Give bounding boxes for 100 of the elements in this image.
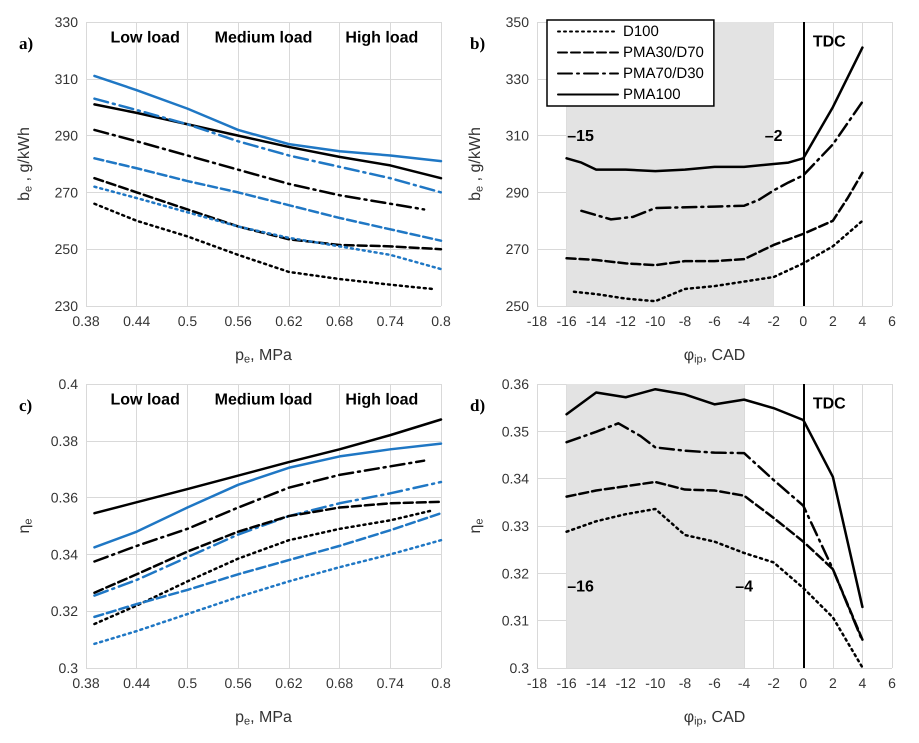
x-tick-label: -6 bbox=[708, 675, 721, 691]
legend-label: PMA70/D30 bbox=[623, 65, 704, 82]
x-tick-label: 2 bbox=[828, 675, 837, 691]
y-tick-label: 0.3 bbox=[510, 660, 530, 676]
annotation: Medium load bbox=[214, 392, 312, 408]
x-tick-label: -12 bbox=[616, 313, 636, 329]
legend-label: D100 bbox=[623, 23, 659, 40]
y-tick-label: 310 bbox=[506, 128, 530, 144]
x-tick-label: 0.44 bbox=[123, 313, 151, 329]
y-axis-title: ηe bbox=[16, 518, 34, 534]
x-tick-label: -8 bbox=[678, 313, 692, 329]
y-tick-label: 250 bbox=[506, 298, 530, 314]
annotation: –15 bbox=[567, 128, 594, 145]
x-tick-label: -18 bbox=[526, 313, 548, 329]
line-series bbox=[93, 74, 442, 162]
line-series bbox=[93, 97, 442, 194]
ref-line-label: TDC bbox=[812, 396, 846, 412]
y-tick-label: 270 bbox=[54, 184, 78, 200]
x-tick-label: 0.56 bbox=[224, 313, 252, 329]
x-tick-label: -16 bbox=[556, 313, 577, 329]
annotation: –4 bbox=[735, 578, 754, 596]
y-tick-label: 0.36 bbox=[502, 376, 530, 392]
x-tick-label: 0 bbox=[799, 313, 808, 329]
y-tick-label: 0.38 bbox=[50, 432, 78, 449]
y-axis-title: be , g/kWh bbox=[467, 127, 486, 201]
y-tick-label: 330 bbox=[506, 70, 530, 87]
x-tick-label: -8 bbox=[678, 675, 692, 691]
x-tick-label: 0.8 bbox=[431, 313, 451, 329]
x-tick-label: 0.38 bbox=[72, 313, 100, 329]
y-tick-label: 0.34 bbox=[502, 470, 530, 487]
x-tick-label: 0.44 bbox=[123, 675, 151, 691]
x-tick-label: -12 bbox=[616, 675, 636, 691]
x-tick-label: -4 bbox=[738, 675, 751, 691]
x-tick-label: 0.38 bbox=[72, 675, 100, 691]
line-series bbox=[93, 442, 442, 549]
x-tick-label: -14 bbox=[586, 675, 606, 691]
annotation: –16 bbox=[567, 578, 594, 596]
line-series bbox=[93, 480, 442, 597]
y-tick-label: 0.4 bbox=[58, 376, 78, 392]
x-tick-label: 2 bbox=[828, 313, 837, 329]
y-tick-label: 230 bbox=[54, 298, 78, 314]
x-tick-label: -16 bbox=[556, 675, 577, 691]
x-tick-label: -14 bbox=[586, 313, 606, 329]
x-tick-label: 6 bbox=[888, 313, 896, 329]
y-tick-label: 0.32 bbox=[502, 565, 530, 582]
y-axis-title: ηe bbox=[467, 518, 486, 534]
annotation: Medium load bbox=[214, 30, 312, 46]
x-tick-label: 4 bbox=[858, 675, 867, 691]
y-tick-label: 290 bbox=[54, 128, 78, 144]
y-tick-label: 290 bbox=[506, 184, 530, 200]
x-tick-label: 0.62 bbox=[275, 675, 303, 691]
x-tick-label: 4 bbox=[858, 313, 867, 329]
y-tick-label: 0.35 bbox=[502, 423, 530, 440]
x-tick-label: -10 bbox=[645, 675, 666, 691]
y-tick-label: 0.36 bbox=[50, 490, 78, 506]
line-series bbox=[93, 459, 426, 563]
line-series bbox=[93, 202, 434, 290]
y-tick-label: 0.32 bbox=[50, 603, 78, 620]
line-series bbox=[93, 538, 442, 646]
annotation: High load bbox=[345, 392, 418, 408]
y-tick-label: 350 bbox=[506, 14, 530, 30]
ref-line-label: TDC bbox=[812, 34, 846, 50]
x-tick-label: 0.5 bbox=[178, 675, 198, 691]
line-series bbox=[93, 418, 442, 514]
y-tick-label: 310 bbox=[54, 70, 78, 87]
x-tick-label: 6 bbox=[888, 675, 896, 691]
x-tick-label: 0.68 bbox=[326, 313, 354, 329]
x-tick-label: -18 bbox=[526, 675, 548, 691]
line-series bbox=[93, 103, 442, 180]
y-tick-label: 270 bbox=[506, 241, 530, 258]
text: c) bbox=[19, 396, 32, 415]
x-tick-label: 0.68 bbox=[326, 675, 354, 691]
line-series bbox=[93, 128, 426, 211]
text: b) bbox=[470, 34, 486, 53]
x-tick-label: 0.62 bbox=[275, 313, 303, 329]
line-series bbox=[93, 157, 442, 242]
x-tick-label: -6 bbox=[708, 313, 721, 329]
legend-label: PMA30/D70 bbox=[623, 44, 704, 61]
x-tick-label: -2 bbox=[767, 675, 780, 691]
y-tick-label: 0.3 bbox=[58, 660, 78, 676]
x-tick-label: 0.74 bbox=[376, 675, 404, 691]
y-tick-label: 250 bbox=[54, 241, 78, 258]
text: d) bbox=[470, 396, 486, 415]
line-series bbox=[93, 185, 442, 270]
x-tick-label: 0.5 bbox=[178, 313, 198, 329]
y-tick-label: 0.31 bbox=[502, 612, 530, 629]
y-tick-label: 0.34 bbox=[50, 546, 78, 562]
y-tick-label: 0.33 bbox=[502, 518, 530, 534]
x-tick-label: -4 bbox=[738, 313, 751, 329]
x-tick-label: -2 bbox=[767, 313, 780, 329]
x-tick-label: 0 bbox=[799, 675, 808, 691]
annotation: High load bbox=[345, 30, 418, 46]
legend-label: PMA100 bbox=[623, 86, 681, 103]
annotation: Low load bbox=[110, 30, 180, 46]
annotation: Low load bbox=[110, 392, 180, 408]
x-tick-label: 0.74 bbox=[376, 313, 404, 329]
line-series bbox=[93, 500, 442, 594]
line-series bbox=[93, 176, 442, 250]
x-tick-label: -10 bbox=[645, 313, 666, 329]
y-tick-label: 330 bbox=[54, 14, 78, 30]
